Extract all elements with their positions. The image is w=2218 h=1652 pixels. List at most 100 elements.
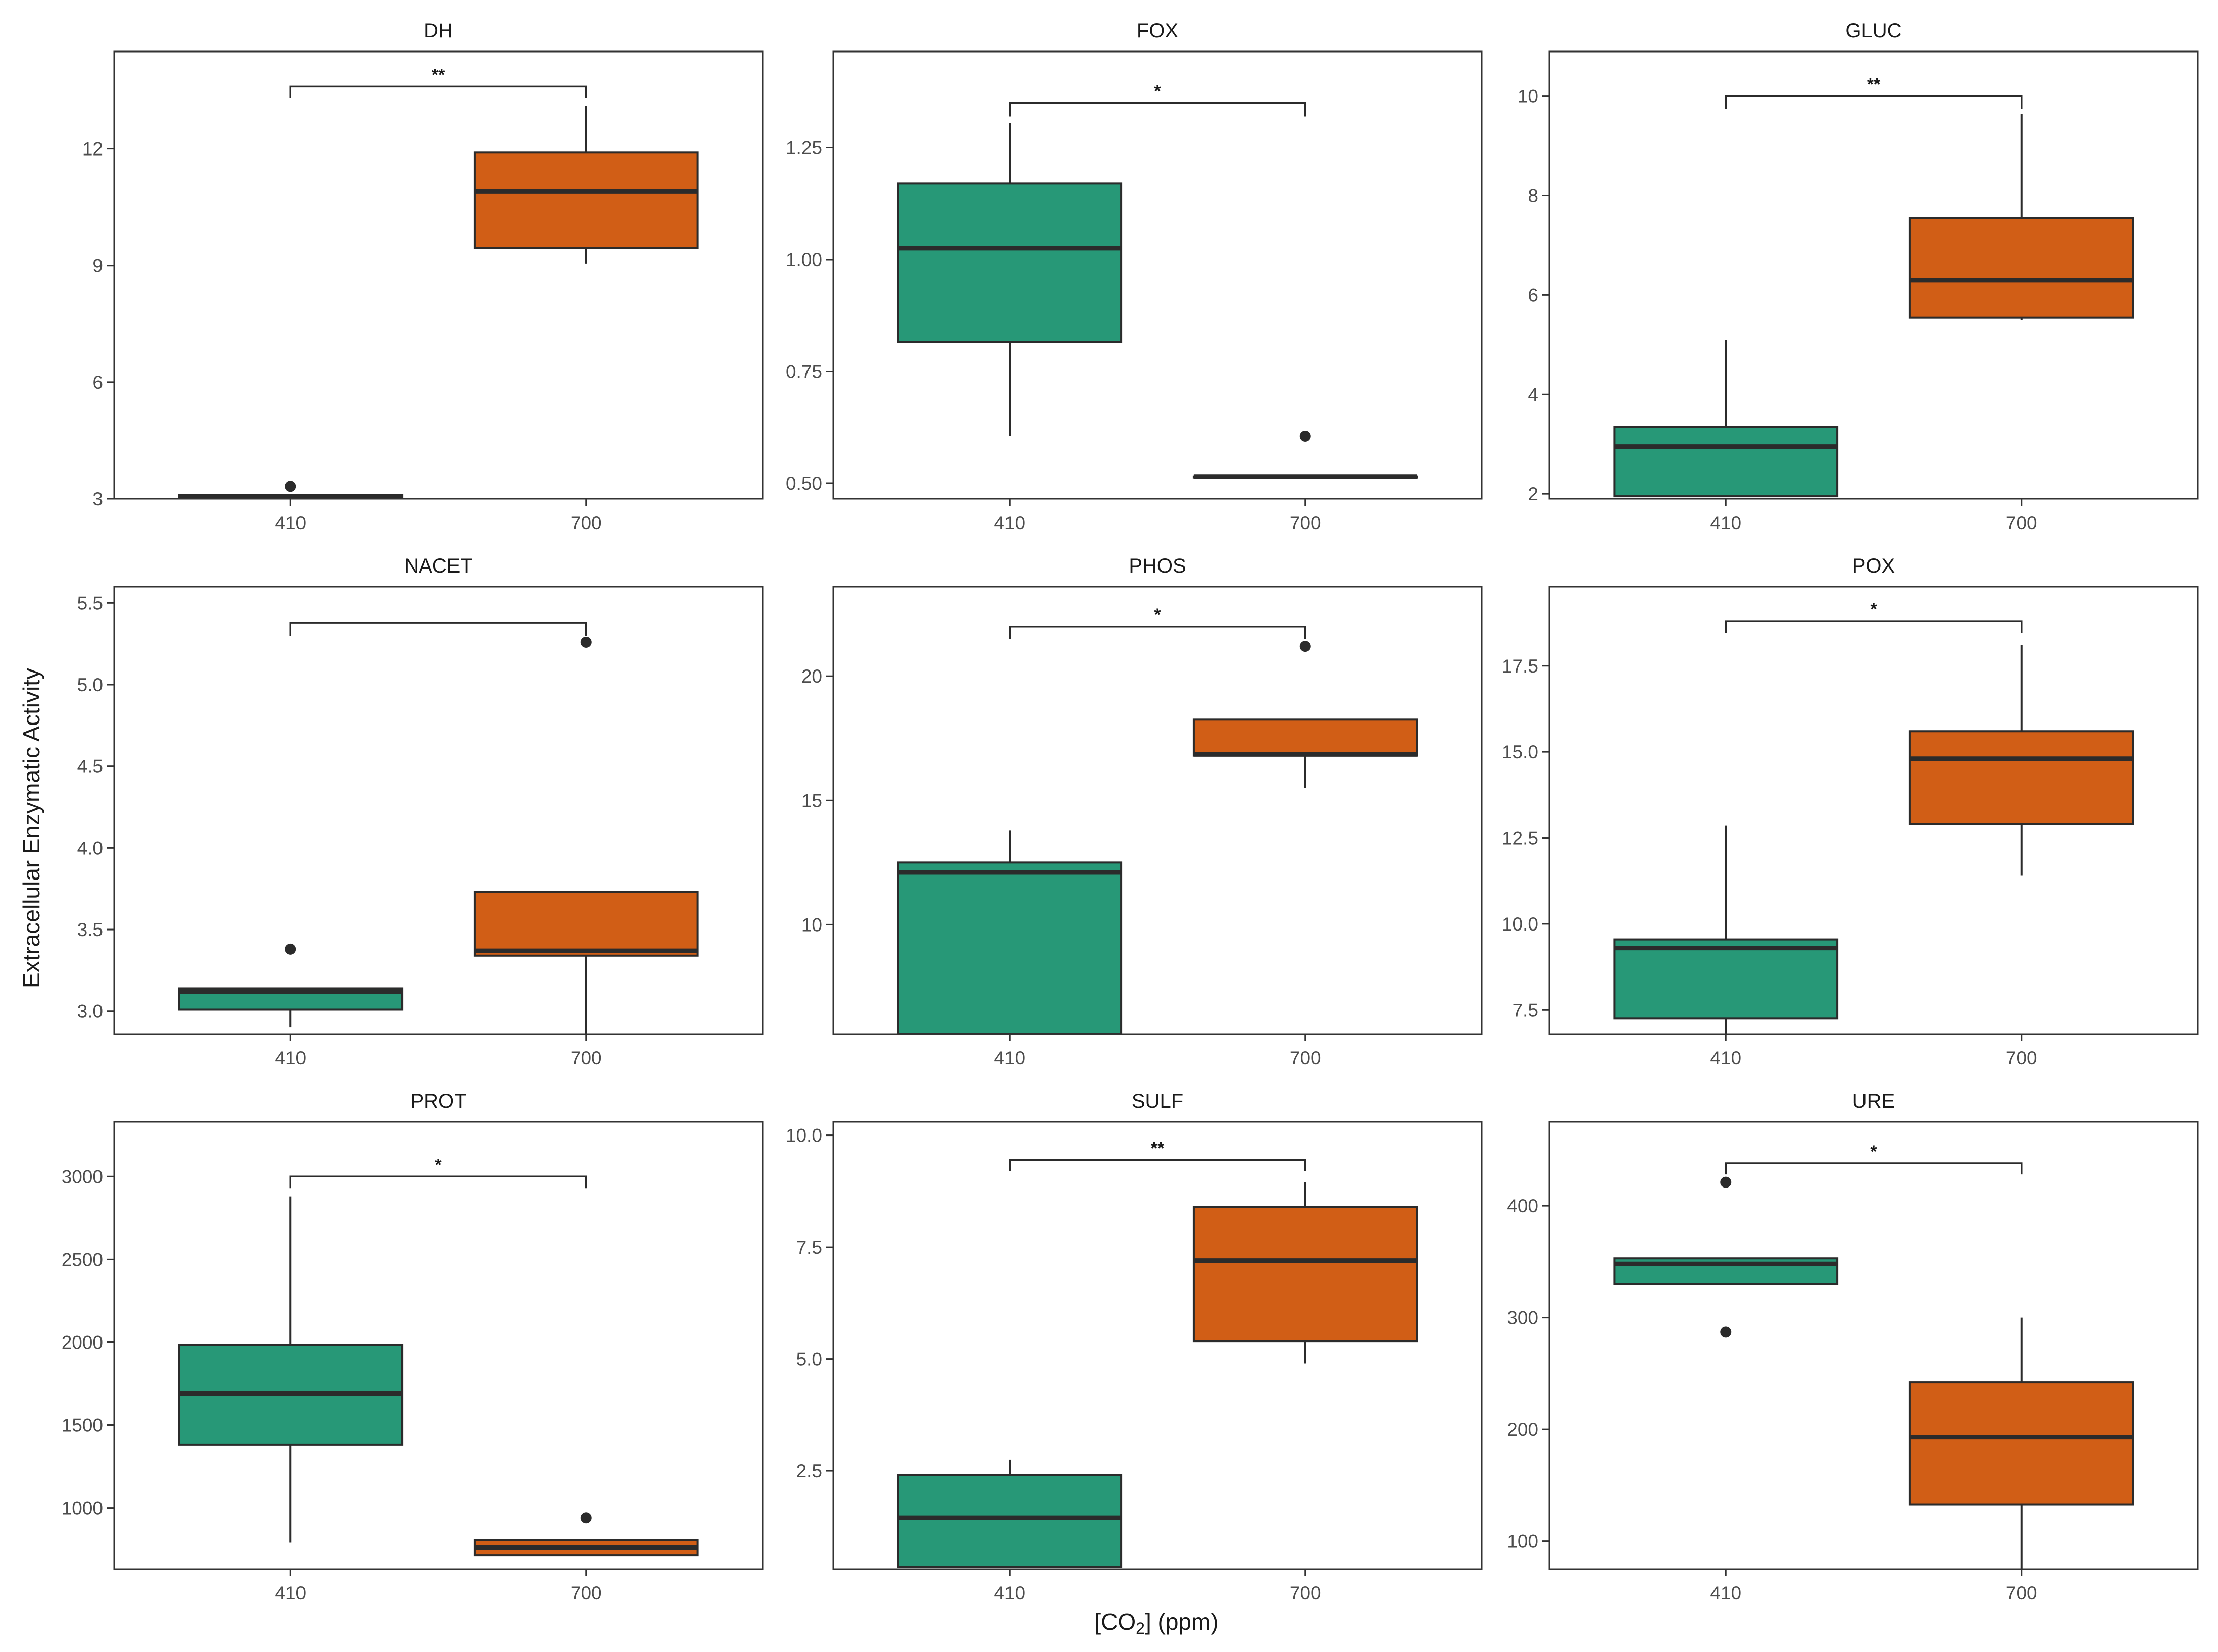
plot-area [1613, 645, 2134, 1034]
x-tick-label: 410 [275, 1048, 306, 1068]
y-tick-label: 7.5 [796, 1237, 822, 1258]
x-tick-label: 700 [571, 1048, 602, 1068]
significance-label: ** [1151, 1139, 1165, 1158]
box-body [1192, 718, 1418, 757]
plot-area [178, 106, 699, 499]
box-700 [1192, 430, 1418, 479]
y-tick-label: 100 [1507, 1531, 1538, 1552]
panel-frame [832, 586, 1483, 1035]
panel-title: PHOS [1129, 555, 1186, 577]
significance-bracket [1725, 620, 2023, 634]
plot-area [897, 123, 1418, 479]
box-body [897, 182, 1123, 343]
significance-bracket [1009, 1159, 1306, 1171]
y-tick-label: 10 [801, 914, 822, 935]
x-tick-label: 700 [571, 1583, 602, 1604]
significance-label: ** [432, 65, 445, 84]
box-410 [897, 1459, 1123, 1568]
box-700 [1908, 1317, 2134, 1569]
box-410 [897, 830, 1123, 1034]
y-tick-label: 3.0 [77, 1001, 103, 1022]
x-tick-label: 410 [994, 512, 1025, 533]
box-410 [178, 481, 404, 499]
panel-frame [1548, 586, 2199, 1035]
y-tick-label: 6 [1528, 285, 1538, 305]
panel-frame [113, 1121, 764, 1570]
box-body [1908, 730, 2134, 825]
x-tick-label: 410 [1710, 1583, 1741, 1604]
x-tick-label: 410 [275, 512, 306, 533]
y-tick-label: 12 [82, 139, 103, 160]
plot-area [897, 1182, 1418, 1568]
panel-title: NACET [404, 555, 473, 577]
y-tick-label: 2000 [62, 1332, 103, 1353]
y-tick-label: 400 [1507, 1196, 1538, 1216]
y-tick-label: 300 [1507, 1308, 1538, 1328]
x-tick-label: 700 [2006, 512, 2037, 533]
plot-area [1613, 1176, 2134, 1569]
significance-label: * [1870, 600, 1877, 619]
y-tick-label: 10 [1518, 86, 1538, 107]
significance-bracket [289, 1175, 587, 1189]
y-tick-label: 1000 [62, 1498, 103, 1519]
box-700 [473, 636, 699, 1034]
y-tick-label: 3.5 [77, 919, 103, 940]
box-body [897, 1474, 1123, 1568]
plot-area [178, 636, 699, 1034]
box-410 [1613, 339, 1839, 498]
box-700 [1192, 1182, 1418, 1364]
y-axis-title: Extracellular Enzymatic Activity [18, 668, 44, 988]
x-axis-title-subscript: 2 [1136, 1619, 1145, 1637]
y-tick-label: 3000 [62, 1166, 103, 1187]
box-body [1192, 1206, 1418, 1343]
outlier-point [580, 636, 592, 648]
y-tick-label: 9 [92, 255, 103, 276]
y-tick-label: 8 [1528, 185, 1538, 206]
panel-title: SULF [1132, 1090, 1183, 1112]
y-tick-label: 10.0 [1502, 914, 1538, 935]
panel-frame [1548, 50, 2199, 500]
x-tick-label: 700 [2006, 1583, 2037, 1604]
x-axis-title-rest: ] (ppm) [1145, 1609, 1219, 1635]
box-700 [473, 1512, 699, 1557]
box-body [1908, 1381, 2134, 1506]
outlier-point [580, 1512, 592, 1524]
panel-title: PROT [410, 1090, 466, 1112]
outlier-point [285, 481, 296, 492]
outlier-point [1720, 1326, 1732, 1338]
significance-bracket [1009, 626, 1306, 639]
panel-frame [113, 50, 764, 500]
panel-prot: PROT * 1000 1500 2000 2500 3000 410 700 [62, 1090, 764, 1604]
y-tick-label: 0.75 [786, 361, 822, 382]
y-tick-label: 20 [801, 666, 822, 687]
panel-title: URE [1852, 1090, 1895, 1112]
outlier-point [285, 943, 296, 955]
panel-frame [832, 1121, 1483, 1570]
box-700 [1192, 641, 1418, 788]
panel-dh: DH ** 3 6 9 12 410 700 [82, 20, 764, 533]
box-410 [1613, 825, 1839, 1034]
y-tick-label: 1500 [62, 1415, 103, 1436]
y-tick-label: 1.25 [786, 137, 822, 158]
box-410 [178, 1196, 404, 1543]
plot-area [1613, 114, 2134, 498]
panel-frame [1548, 1121, 2199, 1570]
box-body [1613, 938, 1839, 1020]
significance-bracket [1009, 102, 1306, 117]
outlier-point [1720, 1176, 1732, 1188]
y-tick-label: 15.0 [1502, 742, 1538, 762]
y-tick-label: 2.5 [796, 1461, 822, 1481]
x-tick-label: 700 [1290, 1583, 1321, 1604]
significance-bracket [289, 85, 587, 98]
y-tick-label: 0.50 [786, 473, 822, 494]
box-700 [1908, 114, 2134, 320]
x-tick-label: 700 [1290, 512, 1321, 533]
plot-area [178, 1196, 699, 1557]
plot-area [897, 641, 1418, 1034]
y-tick-label: 6 [92, 372, 103, 393]
panel-title: FOX [1137, 20, 1178, 42]
x-tick-label: 700 [1290, 1048, 1321, 1068]
panel-frame [113, 586, 764, 1035]
x-tick-label: 410 [1710, 512, 1741, 533]
